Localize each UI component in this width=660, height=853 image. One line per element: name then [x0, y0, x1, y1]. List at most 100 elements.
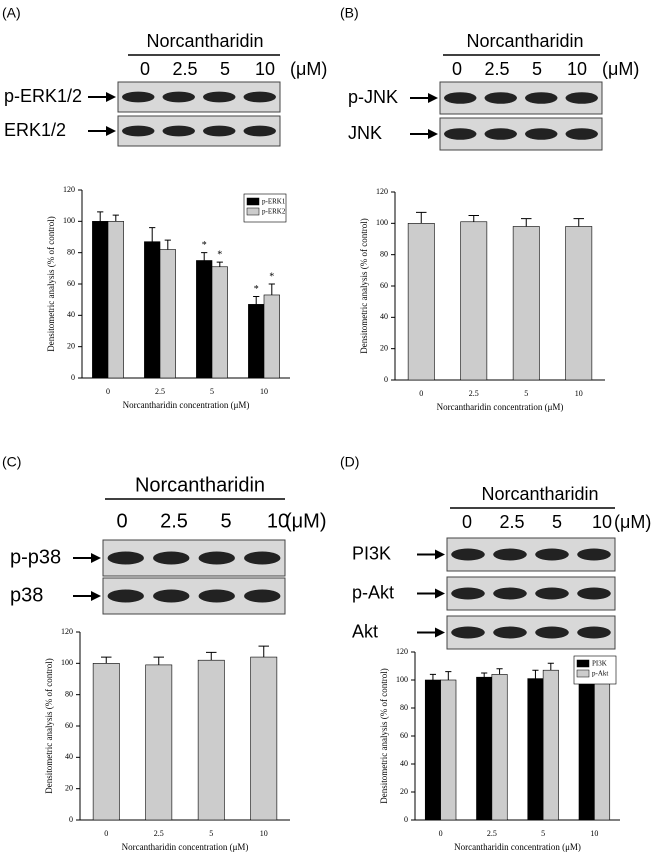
blot-arrowhead — [435, 549, 445, 560]
y-tick-label: 40 — [400, 759, 408, 768]
y-tick-label: 20 — [67, 341, 75, 350]
x-tick-label: 10 — [590, 829, 598, 838]
error-bar — [521, 218, 532, 227]
blot-band — [198, 551, 235, 565]
x-tick-label: 5 — [209, 829, 213, 838]
blot-row-label: p-Akt — [352, 582, 394, 602]
legend-swatch — [246, 197, 260, 206]
bar — [107, 221, 124, 379]
y-tick-label: 100 — [61, 658, 73, 667]
blot-band — [203, 91, 236, 103]
dose-label: 5 — [220, 510, 231, 532]
blot-row-label: p-JNK — [348, 87, 398, 107]
dose-label: 0 — [452, 59, 462, 79]
blot-arrowhead — [428, 93, 438, 103]
dose-label: 2.5 — [160, 510, 188, 532]
dose-label: 2.5 — [172, 59, 197, 79]
blot-band — [107, 589, 144, 603]
blot-band — [525, 92, 558, 104]
blot-arrowhead — [435, 627, 445, 638]
y-tick-label: 40 — [380, 312, 388, 321]
error-bar — [445, 671, 452, 680]
blot-arrowhead — [106, 126, 116, 136]
y-tick-label: 80 — [400, 703, 408, 712]
significance-mark: * — [202, 240, 207, 251]
dose-label: 2.5 — [499, 512, 524, 532]
y-tick-label: 120 — [376, 187, 388, 196]
x-tick-label: 5 — [524, 389, 528, 398]
blot-row-label: p-ERK1/2 — [4, 86, 82, 106]
blot-band — [565, 92, 598, 104]
blot-band — [535, 548, 569, 561]
panel-label: (D) — [340, 454, 359, 470]
error-bar — [258, 645, 269, 658]
bar — [144, 241, 161, 379]
error-bar — [496, 668, 503, 675]
blot-arrowhead — [435, 588, 445, 599]
y-axis-label: Densitometric analysis (% of control) — [46, 216, 56, 351]
blot-band — [444, 92, 477, 104]
dose-label: 2.5 — [484, 59, 509, 79]
y-tick-label: 0 — [69, 815, 73, 824]
error-bar — [97, 211, 104, 222]
bar — [440, 679, 457, 821]
bar — [145, 664, 173, 821]
bar — [594, 675, 611, 821]
blot-band — [198, 589, 235, 603]
x-axis-label: Norcantharidin concentration (μM) — [122, 842, 249, 852]
y-tick-label: 20 — [400, 787, 408, 796]
blot-band — [565, 128, 598, 140]
x-tick-label: 2.5 — [155, 387, 165, 396]
y-tick-label: 60 — [380, 281, 388, 290]
bar — [476, 676, 493, 821]
y-tick-label: 100 — [63, 216, 75, 225]
dose-label: 10 — [267, 510, 289, 532]
blot-band — [153, 589, 190, 603]
bar — [92, 221, 109, 379]
bar — [512, 226, 540, 381]
blot-band — [444, 128, 477, 140]
blot-row-label: PI3K — [352, 543, 391, 563]
dose-unit: (μM) — [290, 59, 327, 79]
blot-band — [162, 91, 195, 103]
blot-title: Norcantharidin — [135, 474, 265, 496]
blot-band — [493, 548, 527, 561]
dose-label: 0 — [116, 510, 127, 532]
dose-unit: (μM) — [614, 512, 651, 532]
blot-band — [525, 128, 558, 140]
blot-band — [153, 551, 190, 565]
error-bar — [573, 218, 584, 227]
legend-swatch — [576, 669, 590, 678]
legend-swatch — [576, 659, 590, 668]
error-bar — [149, 227, 156, 242]
dose-label: 10 — [255, 59, 275, 79]
x-tick-label: 10 — [575, 389, 583, 398]
blot-band — [244, 551, 281, 565]
bar — [92, 663, 120, 821]
blot-band — [535, 626, 569, 639]
blot-row-label: Akt — [352, 621, 378, 641]
blot-band — [577, 548, 611, 561]
y-tick-label: 60 — [67, 279, 75, 288]
error-bar — [429, 673, 437, 680]
blot-band — [244, 589, 281, 603]
blot-band — [577, 626, 611, 639]
y-tick-label: 20 — [65, 783, 73, 792]
blot-band — [107, 551, 144, 565]
panel-label: (A) — [2, 5, 21, 21]
y-tick-label: 40 — [65, 752, 73, 761]
x-tick-label: 10 — [260, 829, 268, 838]
error-bar — [268, 283, 275, 295]
blot-arrowhead — [91, 591, 101, 601]
y-tick-label: 120 — [63, 185, 75, 194]
bar — [263, 294, 280, 379]
error-bar — [216, 261, 223, 267]
dose-label: 10 — [567, 59, 587, 79]
bar — [197, 659, 225, 821]
y-tick-label: 20 — [380, 343, 388, 352]
panel-label: (C) — [2, 454, 21, 470]
x-axis-label: Norcantharidin concentration (μM) — [123, 400, 250, 410]
dose-unit: (μM) — [285, 510, 327, 532]
blot-band — [484, 128, 517, 140]
y-tick-label: 120 — [396, 647, 408, 656]
